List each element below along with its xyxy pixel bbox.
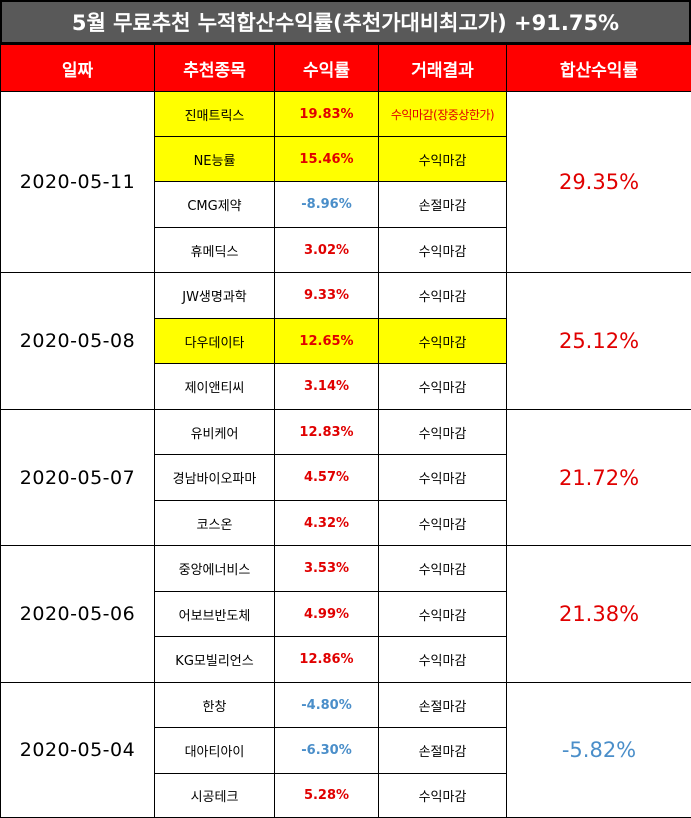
- date-cell: 2020-05-11: [1, 92, 155, 273]
- sum-return-cell: 21.38%: [507, 546, 691, 683]
- return-cell: -8.96%: [275, 182, 379, 228]
- stock-name-cell: 진매트릭스: [155, 92, 275, 137]
- return-cell: 4.99%: [275, 592, 379, 637]
- stock-name-cell: 유비케어: [155, 410, 275, 455]
- sum-return-cell: 21.72%: [507, 410, 691, 546]
- result-cell: 수익마감: [379, 592, 507, 637]
- return-cell: 4.57%: [275, 455, 379, 501]
- page-title: 5월 무료추천 누적합산수익률(추천가대비최고가) +91.75%: [0, 0, 691, 44]
- stock-name-cell: CMG제약: [155, 182, 275, 228]
- header-stock: 추천종목: [155, 45, 275, 92]
- header-return: 수익률: [275, 45, 379, 92]
- result-cell: 수익마감: [379, 410, 507, 455]
- header-sum: 합산수익률: [507, 45, 691, 92]
- result-cell: 수익마감: [379, 319, 507, 364]
- stock-name-cell: 다우데이타: [155, 319, 275, 364]
- stock-name-cell: 어보브반도체: [155, 592, 275, 637]
- return-cell: 15.46%: [275, 137, 379, 182]
- return-cell: 12.83%: [275, 410, 379, 455]
- result-cell: 수익마감: [379, 637, 507, 683]
- result-cell: 수익마감(장중상한가): [379, 92, 507, 137]
- date-cell: 2020-05-06: [1, 546, 155, 683]
- header-row: 일짜 추천종목 수익률 거래결과 합산수익률: [1, 45, 691, 92]
- result-cell: 손절마감: [379, 182, 507, 228]
- stock-name-cell: 한창: [155, 683, 275, 728]
- stock-name-cell: 중앙에너비스: [155, 546, 275, 592]
- header-date: 일짜: [1, 45, 155, 92]
- result-cell: 수익마감: [379, 501, 507, 546]
- date-cell: 2020-05-04: [1, 683, 155, 818]
- return-cell: 4.32%: [275, 501, 379, 546]
- return-cell: 12.65%: [275, 319, 379, 364]
- return-cell: 9.33%: [275, 273, 379, 319]
- return-cell: 3.53%: [275, 546, 379, 592]
- result-cell: 수익마감: [379, 137, 507, 182]
- stock-name-cell: 제이앤티씨: [155, 364, 275, 410]
- sum-return-cell: -5.82%: [507, 683, 691, 818]
- date-cell: 2020-05-08: [1, 273, 155, 410]
- stock-name-cell: 대아티아이: [155, 728, 275, 774]
- return-cell: -4.80%: [275, 683, 379, 728]
- result-cell: 수익마감: [379, 273, 507, 319]
- return-cell: -6.30%: [275, 728, 379, 774]
- header-result: 거래결과: [379, 45, 507, 92]
- result-cell: 수익마감: [379, 455, 507, 501]
- return-cell: 3.02%: [275, 228, 379, 273]
- date-cell: 2020-05-07: [1, 410, 155, 546]
- return-cell: 12.86%: [275, 637, 379, 683]
- result-cell: 수익마감: [379, 364, 507, 410]
- stock-name-cell: 경남바이오파마: [155, 455, 275, 501]
- result-cell: 손절마감: [379, 683, 507, 728]
- return-cell: 19.83%: [275, 92, 379, 137]
- return-cell: 3.14%: [275, 364, 379, 410]
- result-cell: 수익마감: [379, 546, 507, 592]
- result-cell: 수익마감: [379, 228, 507, 273]
- stock-name-cell: NE능률: [155, 137, 275, 182]
- result-cell: 손절마감: [379, 728, 507, 774]
- sum-return-cell: 25.12%: [507, 273, 691, 410]
- sum-return-cell: 29.35%: [507, 92, 691, 273]
- stock-name-cell: 휴메딕스: [155, 228, 275, 273]
- stock-name-cell: 코스온: [155, 501, 275, 546]
- stock-name-cell: KG모빌리언스: [155, 637, 275, 683]
- stock-name-cell: JW생명과학: [155, 273, 275, 319]
